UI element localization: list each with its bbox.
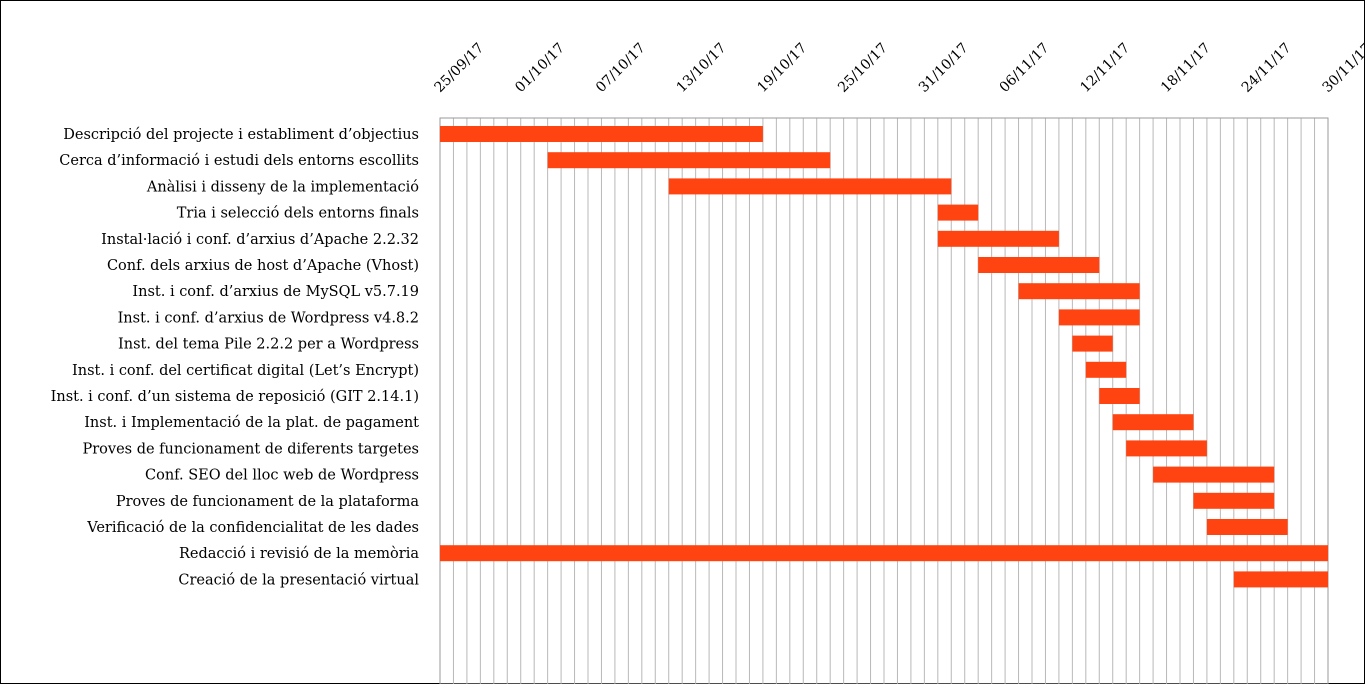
task-label: Inst. i conf. d’un sistema de reposició … [51, 389, 419, 405]
task-bar [668, 178, 952, 195]
task-label: Inst. i Implementació de la plat. de pag… [84, 415, 419, 431]
task-label: Proves de funcionament de la plataforma [116, 494, 420, 510]
task-bar [440, 126, 763, 142]
task-bar [1085, 361, 1127, 378]
task-bar [978, 257, 1100, 273]
plot-area [439, 117, 1329, 684]
task-bar [937, 230, 1059, 247]
task-label: Conf. SEO del lloc web de Wordpress [145, 468, 419, 484]
task-label: Inst. i conf. del certificat digital (Le… [72, 363, 419, 379]
task-bar [1099, 388, 1140, 404]
task-label: Proves de funcionament de diferents targ… [82, 441, 419, 457]
task-bar [547, 152, 831, 169]
task-label: Inst. del tema Pile 2.2.2 per a Wordpres… [118, 337, 419, 353]
task-label: Descripció del projecte i establiment d’… [63, 127, 419, 143]
task-bar [1126, 440, 1207, 457]
task-label: Instal·lació i conf. d’arxius d’Apache 2… [101, 232, 419, 248]
task-label: Cerca d’informació i estudi dels entorns… [59, 153, 419, 169]
task-bar [1072, 335, 1113, 352]
task-bar [440, 545, 1328, 562]
task-bar [1206, 519, 1288, 535]
task-label: Creació de la presentació virtual [178, 572, 419, 588]
task-bars [440, 126, 1328, 588]
task-bar [1112, 414, 1194, 431]
task-bar [1193, 492, 1275, 509]
task-label: Inst. i conf. d’arxius de Wordpress v4.8… [118, 310, 419, 326]
task-label: Anàlisi i disseny de la implementació [146, 178, 419, 195]
task-labels: Descripció del projecte i establiment d’… [51, 127, 420, 588]
task-label: Verificació de la confidencialitat de le… [86, 520, 419, 536]
task-bar [937, 204, 979, 221]
task-label: Redacció i revisió de la memòria [179, 546, 419, 562]
task-bar [1058, 309, 1140, 326]
task-label: Inst. i conf. d’arxius de MySQL v5.7.19 [132, 284, 419, 300]
task-bar [1018, 283, 1140, 300]
task-bar [1153, 466, 1275, 483]
task-label: Conf. dels arxius de host d’Apache (Vhos… [107, 258, 419, 274]
task-label: Tria i selecció dels entorns finals [177, 206, 419, 222]
task-bar [1233, 571, 1328, 588]
